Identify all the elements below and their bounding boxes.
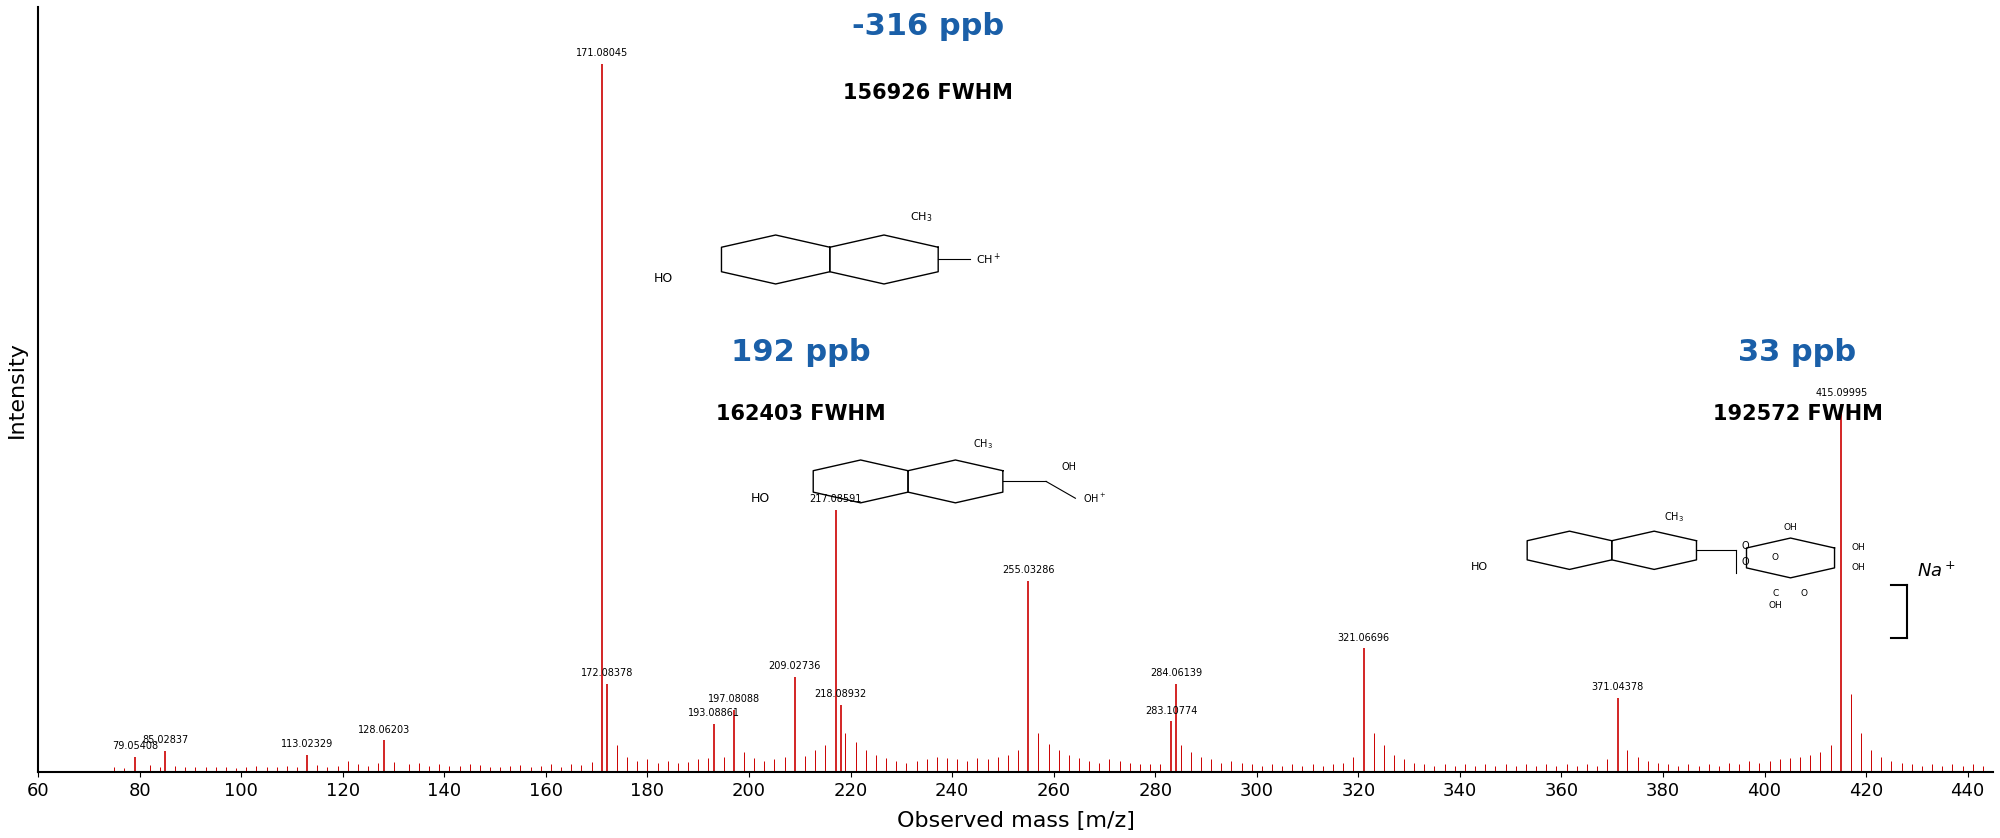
Text: 284.06139: 284.06139 bbox=[1150, 668, 1202, 678]
Text: OH: OH bbox=[1852, 544, 1864, 552]
Text: HO: HO bbox=[654, 272, 672, 285]
Y-axis label: Intensity: Intensity bbox=[6, 341, 26, 438]
Text: 156926 FWHM: 156926 FWHM bbox=[842, 83, 1012, 102]
Text: 162403 FWHM: 162403 FWHM bbox=[716, 404, 886, 424]
Text: OH$^+$: OH$^+$ bbox=[1084, 492, 1106, 504]
Text: C: C bbox=[1772, 589, 1778, 598]
Text: OH: OH bbox=[1784, 523, 1798, 532]
X-axis label: Observed mass [m/z]: Observed mass [m/z] bbox=[896, 811, 1134, 831]
Text: 371.04378: 371.04378 bbox=[1592, 682, 1644, 692]
Text: OH: OH bbox=[1062, 463, 1076, 473]
Text: O: O bbox=[1772, 553, 1778, 562]
Text: 85.02837: 85.02837 bbox=[142, 735, 188, 745]
Text: O: O bbox=[1742, 541, 1750, 551]
Text: 197.08088: 197.08088 bbox=[708, 694, 760, 704]
Text: O: O bbox=[1800, 589, 1808, 598]
Text: O: O bbox=[1742, 556, 1750, 566]
Text: OH: OH bbox=[1852, 563, 1864, 572]
Text: OH: OH bbox=[1768, 601, 1782, 610]
Text: HO: HO bbox=[1470, 562, 1488, 572]
Text: CH$^+$: CH$^+$ bbox=[976, 252, 1002, 267]
Text: CH$_3$: CH$_3$ bbox=[910, 210, 932, 224]
Text: 321.06696: 321.06696 bbox=[1338, 633, 1390, 643]
Text: 415.09995: 415.09995 bbox=[1816, 388, 1868, 398]
Text: HO: HO bbox=[750, 492, 770, 504]
Text: 283.10774: 283.10774 bbox=[1144, 706, 1198, 716]
Text: 113.02329: 113.02329 bbox=[282, 739, 334, 749]
Text: CH$_3$: CH$_3$ bbox=[1664, 510, 1684, 524]
Text: -316 ppb: -316 ppb bbox=[852, 13, 1004, 41]
Text: 218.08932: 218.08932 bbox=[814, 689, 866, 699]
Text: 192572 FWHM: 192572 FWHM bbox=[1712, 404, 1882, 424]
Text: 172.08378: 172.08378 bbox=[582, 668, 634, 678]
Text: 255.03286: 255.03286 bbox=[1002, 566, 1054, 575]
Text: 217.08591: 217.08591 bbox=[810, 494, 862, 504]
Text: 33 ppb: 33 ppb bbox=[1738, 338, 1856, 366]
Text: 193.08861: 193.08861 bbox=[688, 708, 740, 718]
Text: 209.02736: 209.02736 bbox=[768, 661, 820, 671]
Text: 192 ppb: 192 ppb bbox=[730, 338, 870, 366]
Text: 171.08045: 171.08045 bbox=[576, 48, 628, 58]
Text: CH$_3$: CH$_3$ bbox=[972, 437, 992, 451]
Text: 79.05408: 79.05408 bbox=[112, 741, 158, 751]
Text: Na$^+$: Na$^+$ bbox=[1916, 561, 1956, 581]
Text: 128.06203: 128.06203 bbox=[358, 725, 410, 735]
